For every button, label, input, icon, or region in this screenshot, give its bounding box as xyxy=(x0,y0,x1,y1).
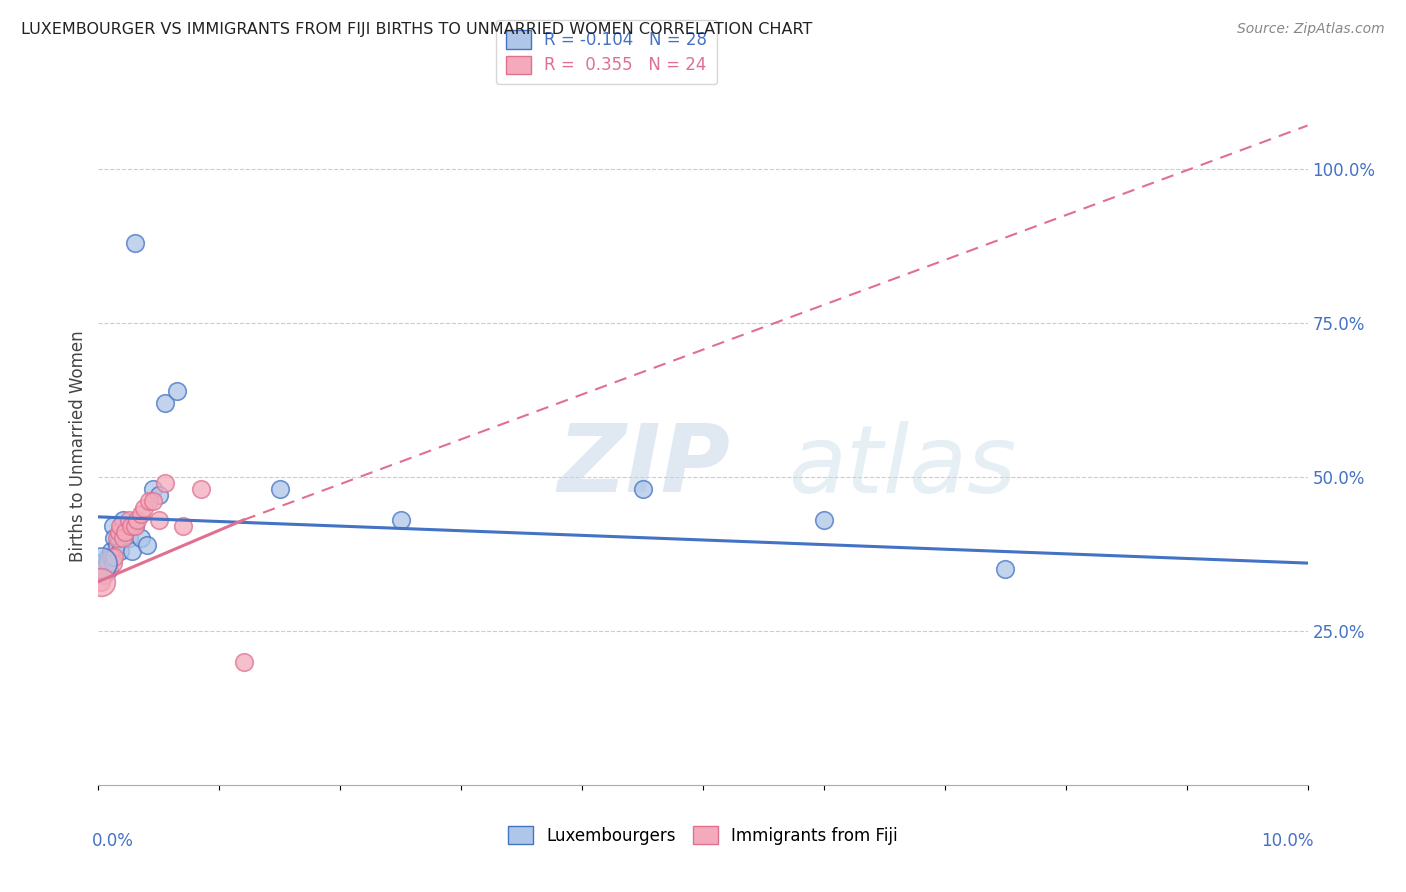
Point xyxy=(138,494,160,508)
Point xyxy=(994,562,1017,576)
Point xyxy=(108,519,131,533)
Point xyxy=(90,556,112,570)
Point xyxy=(101,519,124,533)
Point xyxy=(813,513,835,527)
Point xyxy=(389,513,412,527)
Point xyxy=(105,538,128,552)
Point xyxy=(172,519,194,533)
Text: Source: ZipAtlas.com: Source: ZipAtlas.com xyxy=(1237,22,1385,37)
Point xyxy=(108,525,131,540)
Point xyxy=(100,543,122,558)
Point xyxy=(93,568,115,582)
Point xyxy=(114,525,136,540)
Point xyxy=(111,532,134,546)
Point xyxy=(135,538,157,552)
Point xyxy=(97,556,120,570)
Point xyxy=(232,655,254,669)
Point xyxy=(103,549,125,564)
Point xyxy=(142,482,165,496)
Text: 0.0%: 0.0% xyxy=(93,832,134,850)
Point xyxy=(108,543,131,558)
Point xyxy=(120,519,142,533)
Point xyxy=(118,513,141,527)
Point xyxy=(93,562,115,576)
Y-axis label: Births to Unmarried Women: Births to Unmarried Women xyxy=(69,330,87,562)
Point xyxy=(118,532,141,546)
Point xyxy=(153,396,176,410)
Point xyxy=(129,532,152,546)
Point xyxy=(148,513,170,527)
Point xyxy=(631,482,654,496)
Text: LUXEMBOURGER VS IMMIGRANTS FROM FIJI BIRTHS TO UNMARRIED WOMEN CORRELATION CHART: LUXEMBOURGER VS IMMIGRANTS FROM FIJI BIR… xyxy=(21,22,813,37)
Point xyxy=(101,556,124,570)
Point xyxy=(148,488,170,502)
Legend: Luxembourgers, Immigrants from Fiji: Luxembourgers, Immigrants from Fiji xyxy=(502,819,904,851)
Point xyxy=(108,532,131,546)
Point xyxy=(129,507,152,521)
Point xyxy=(96,556,118,570)
Point xyxy=(103,532,125,546)
Point xyxy=(124,235,146,250)
Text: ZIP: ZIP xyxy=(558,420,731,512)
Point xyxy=(111,513,134,527)
Point xyxy=(153,475,176,490)
Point xyxy=(90,574,112,589)
Point xyxy=(124,519,146,533)
Point xyxy=(97,549,120,564)
Point xyxy=(105,532,128,546)
Text: atlas: atlas xyxy=(787,421,1017,512)
Point xyxy=(114,525,136,540)
Point xyxy=(100,549,122,564)
Point xyxy=(134,500,156,515)
Text: 10.0%: 10.0% xyxy=(1261,832,1313,850)
Point xyxy=(98,562,121,576)
Point xyxy=(90,556,112,570)
Point xyxy=(269,482,291,496)
Point xyxy=(127,513,149,527)
Point xyxy=(142,494,165,508)
Point xyxy=(121,543,143,558)
Point xyxy=(90,574,112,589)
Point xyxy=(190,482,212,496)
Point xyxy=(166,384,188,398)
Point xyxy=(124,519,146,533)
